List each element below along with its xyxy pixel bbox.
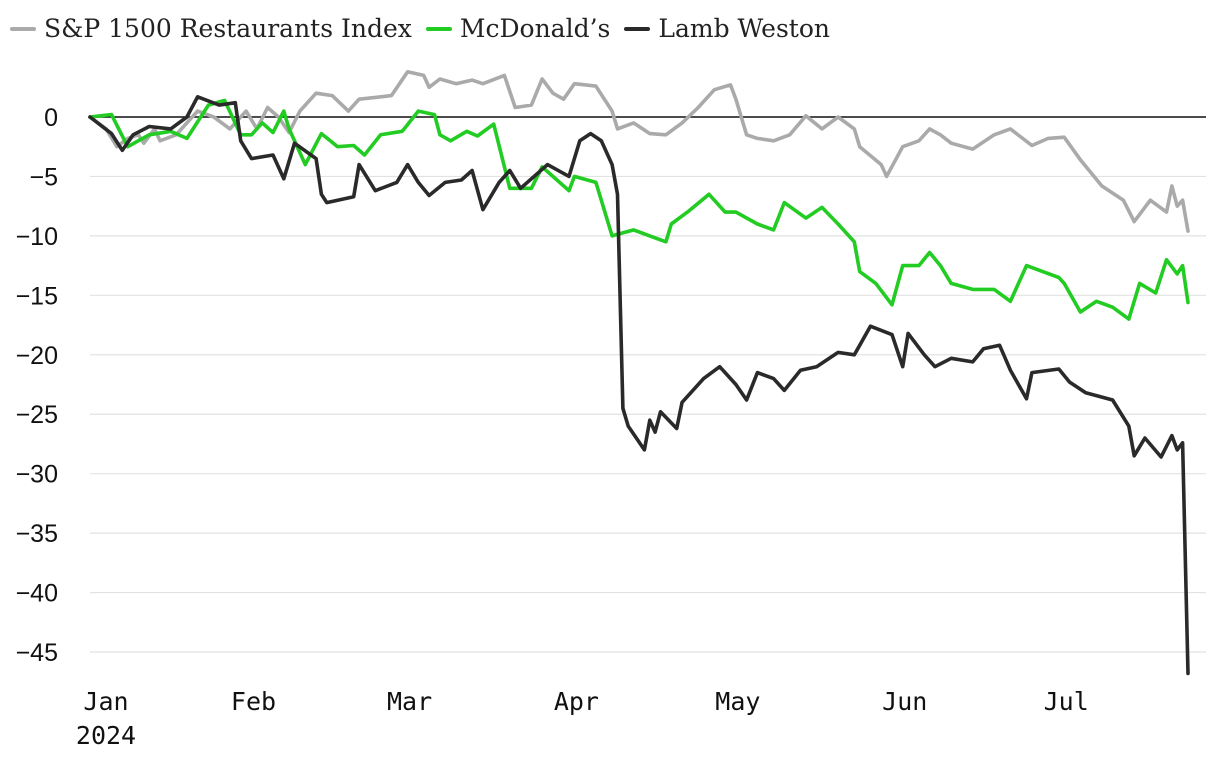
- y-tick-label: −45: [16, 639, 58, 667]
- x-tick-label: Feb: [231, 687, 276, 716]
- x-axis: Jan 2024 Feb Mar Apr May Jun Jul: [76, 687, 1089, 750]
- series-line-0: [88, 70, 1190, 233]
- legend-swatch-mcdonalds: [425, 26, 452, 31]
- gridlines: [90, 116, 1206, 653]
- legend-label-mcdonalds: McDonald’s: [459, 14, 611, 43]
- legend-swatch-lamb-weston: [624, 26, 651, 31]
- y-tick-label: −40: [16, 580, 58, 608]
- y-tick-label: −5: [29, 163, 58, 191]
- y-tick-label: −10: [16, 223, 58, 251]
- series-line-2: [88, 95, 1190, 676]
- y-tick-label: −20: [16, 342, 58, 370]
- series-line-1: [88, 98, 1190, 321]
- legend: S&P 1500 Restaurants Index McDonald’s La…: [10, 14, 844, 43]
- y-tick-label: 0: [44, 104, 58, 132]
- legend-item-sp1500: S&P 1500 Restaurants Index: [10, 14, 412, 43]
- legend-label-sp1500: S&P 1500 Restaurants Index: [44, 14, 412, 43]
- legend-item-mcdonalds: McDonald’s: [425, 14, 611, 43]
- series-lines: [88, 70, 1190, 676]
- x-tick-label: Apr: [554, 687, 599, 716]
- legend-label-lamb-weston: Lamb Weston: [658, 14, 831, 43]
- x-tick-label: Jan: [83, 687, 128, 716]
- y-tick-label: −15: [16, 282, 58, 310]
- y-tick-label: −35: [16, 520, 58, 548]
- x-tick-label: Jun: [882, 687, 927, 716]
- y-tick-label: −25: [16, 401, 58, 429]
- x-tick-sublabel: 2024: [76, 721, 136, 750]
- y-axis: 0 −5 −10 −15 −20 −25 −30 −35 −40 −45: [16, 104, 58, 667]
- y-tick-label: −30: [16, 461, 58, 489]
- x-tick-label: Mar: [387, 687, 432, 716]
- legend-swatch-sp1500: [10, 26, 36, 31]
- x-tick-label: Jul: [1044, 687, 1089, 716]
- x-tick-label: May: [715, 687, 760, 716]
- legend-item-lamb-weston: Lamb Weston: [624, 14, 830, 43]
